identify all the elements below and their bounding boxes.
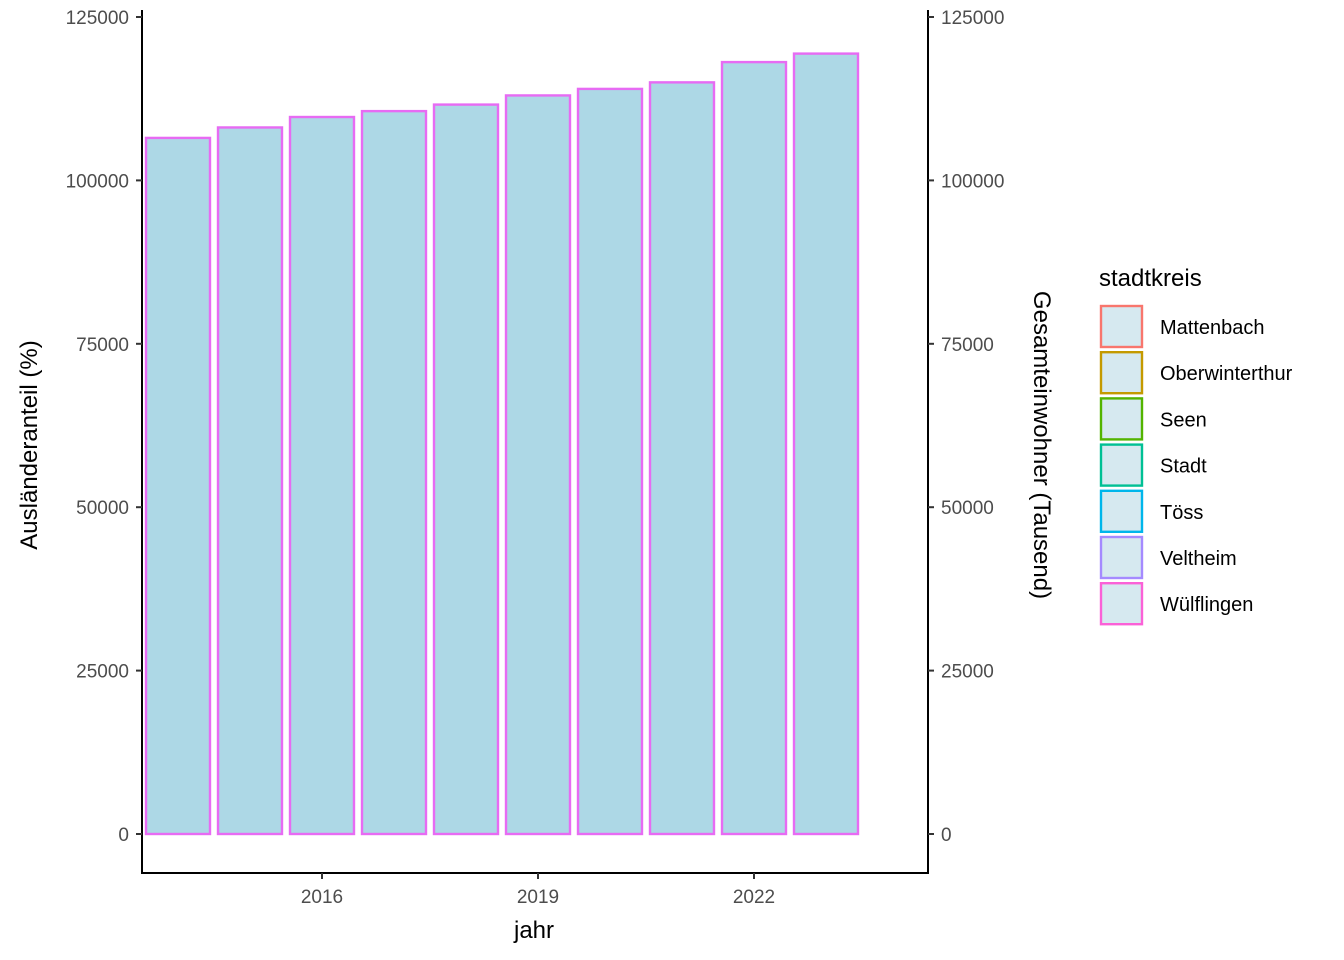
left-y-ticks: 0 25000 50000 75000 100000 125000 bbox=[66, 8, 142, 846]
left-y-tick-label: 75000 bbox=[76, 335, 129, 356]
legend-label: Seen bbox=[1160, 409, 1207, 431]
left-y-tick-label: 50000 bbox=[76, 498, 129, 519]
legend-key bbox=[1099, 535, 1144, 580]
bar bbox=[648, 81, 716, 836]
legend-label: Veltheim bbox=[1160, 548, 1237, 570]
x-tick-label: 2022 bbox=[733, 887, 775, 908]
bar bbox=[144, 136, 212, 836]
left-y-tick-label: 0 bbox=[118, 825, 129, 846]
legend: stadtkreis Mattenbach Oberwinterthur Seen S… bbox=[1099, 265, 1293, 626]
legend-key bbox=[1099, 304, 1144, 349]
bar bbox=[360, 109, 428, 836]
bar bbox=[216, 126, 284, 836]
right-y-tick-label: 125000 bbox=[941, 8, 1004, 29]
bar bbox=[792, 52, 860, 836]
legend-label: Töss bbox=[1160, 502, 1203, 524]
bar bbox=[720, 60, 788, 836]
right-y-tick-label: 50000 bbox=[941, 498, 994, 519]
x-ticks: 2016 2019 2022 bbox=[301, 873, 775, 908]
legend-key bbox=[1099, 351, 1144, 395]
bar bbox=[576, 87, 644, 836]
secondary-y-axis-title: Gesamteinwohner (Tausend) bbox=[1028, 291, 1055, 599]
bars bbox=[144, 52, 860, 836]
legend-label: Oberwinterthur bbox=[1160, 363, 1293, 385]
right-y-tick-label: 100000 bbox=[941, 171, 1004, 192]
legend-key bbox=[1099, 582, 1144, 626]
x-axis-title: jahr bbox=[513, 917, 554, 944]
legend-key bbox=[1099, 489, 1144, 533]
legend-label: Wülflingen bbox=[1160, 594, 1253, 616]
x-tick-label: 2016 bbox=[301, 887, 343, 908]
left-y-tick-label: 125000 bbox=[66, 8, 129, 29]
legend-key bbox=[1099, 397, 1144, 441]
x-tick-label: 2019 bbox=[517, 887, 559, 908]
left-y-tick-label: 100000 bbox=[66, 171, 129, 192]
bar bbox=[288, 115, 356, 836]
y-axis-title: Ausländeranteil (%) bbox=[16, 340, 43, 549]
right-y-ticks: 0 25000 50000 75000 100000 125000 bbox=[928, 8, 1004, 846]
right-y-tick-label: 25000 bbox=[941, 662, 994, 683]
legend-key bbox=[1099, 443, 1144, 487]
bar bbox=[504, 94, 572, 836]
right-y-tick-label: 0 bbox=[941, 825, 952, 846]
left-y-tick-label: 25000 bbox=[76, 662, 129, 683]
legend-label: Mattenbach bbox=[1160, 317, 1265, 339]
legend-label: Stadt bbox=[1160, 456, 1207, 478]
legend-title: stadtkreis bbox=[1099, 265, 1202, 292]
bar bbox=[432, 103, 500, 836]
right-y-tick-label: 75000 bbox=[941, 335, 994, 356]
